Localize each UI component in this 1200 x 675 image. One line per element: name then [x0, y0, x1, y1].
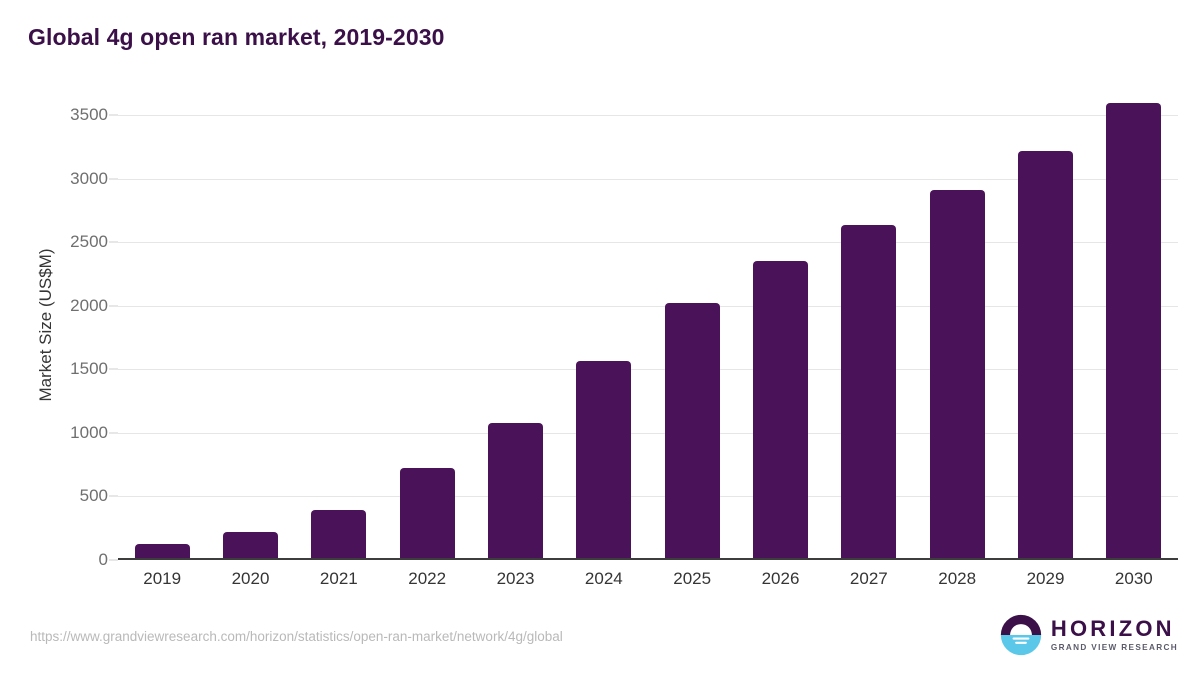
- y-axis-tick-mark: [109, 114, 118, 116]
- bar-2029[interactable]: [1018, 150, 1073, 560]
- y-axis-tick-label: 0: [98, 550, 108, 569]
- y-axis-tick-label: 3000: [70, 168, 108, 188]
- y-axis-tick-label: 1500: [70, 359, 108, 379]
- x-axis-tick-label: 2025: [673, 569, 712, 588]
- y-axis-tick-label: 500: [79, 486, 108, 506]
- gridline: [118, 305, 1178, 307]
- x-axis-tick-label: 2028: [938, 569, 977, 588]
- gridline: [118, 178, 1178, 180]
- y-axis-tick-mark: [109, 432, 118, 434]
- logo-sub-text: GRAND VIEW RESEARCH: [1050, 642, 1178, 652]
- gridline: [118, 369, 1178, 371]
- x-axis-tick-label: 2020: [231, 569, 270, 588]
- bar-2027[interactable]: [841, 224, 897, 560]
- y-axis-tick-mark: [109, 559, 118, 561]
- x-axis-line: [118, 558, 1178, 560]
- bar-2023[interactable]: [488, 422, 543, 560]
- bar-2028[interactable]: [929, 189, 985, 560]
- y-axis-tick-mark: [109, 178, 118, 180]
- bar-2019[interactable]: [134, 543, 190, 560]
- horizon-logo-icon: [1000, 614, 1042, 656]
- x-axis-tick-label: 2029: [1026, 569, 1065, 588]
- gridline: [118, 242, 1178, 244]
- x-axis-tick-label: 2019: [143, 569, 182, 588]
- bar-2030[interactable]: [1106, 102, 1162, 560]
- x-axis-tick-label: 2021: [319, 569, 358, 588]
- x-axis-tick-label: 2026: [761, 569, 800, 588]
- bar-2025[interactable]: [664, 303, 720, 560]
- bar-2021[interactable]: [311, 509, 367, 560]
- y-axis-tick-mark: [109, 368, 118, 370]
- page-title: Global 4g open ran market, 2019-2030: [28, 24, 445, 50]
- bar-2020[interactable]: [223, 532, 278, 560]
- gridline: [118, 432, 1178, 434]
- y-axis-tick-label: 1000: [70, 422, 108, 442]
- gridlines: [118, 90, 1178, 560]
- y-axis-tick-label: 2000: [70, 295, 108, 315]
- y-axis-tick-mark: [109, 495, 118, 497]
- y-axis-tick-mark: [109, 305, 118, 307]
- source-url[interactable]: https://www.grandviewresearch.com/horizo…: [30, 629, 563, 644]
- bar-2026[interactable]: [753, 260, 808, 560]
- bars-layer: [118, 90, 1178, 560]
- y-axis-tick-label: 2500: [70, 232, 108, 252]
- y-axis-tick-mark: [109, 241, 118, 243]
- gridline: [118, 115, 1178, 117]
- plot-area: Market Size (US$M) 0 500 1000 1500 2000 2500 3…: [36, 90, 1178, 588]
- x-axis-tick-label: 2023: [496, 569, 535, 588]
- bar-2024[interactable]: [576, 361, 632, 560]
- x-axis-tick-label: 2022: [408, 569, 447, 588]
- x-axis-tick-label: 2024: [584, 569, 623, 588]
- x-axis-tick-label: 2030: [1114, 569, 1153, 588]
- horizon-logo: HORIZON GRAND VIEW RESEARCH: [1000, 614, 1178, 656]
- y-axis-tick-label: 3500: [70, 105, 108, 125]
- bar-2022[interactable]: [399, 467, 455, 560]
- logo-text: HORIZON GRAND VIEW RESEARCH: [1050, 615, 1178, 652]
- logo-main-text: HORIZON: [1050, 615, 1175, 641]
- x-axis-tick-label: 2027: [849, 569, 888, 588]
- gridline: [118, 496, 1178, 498]
